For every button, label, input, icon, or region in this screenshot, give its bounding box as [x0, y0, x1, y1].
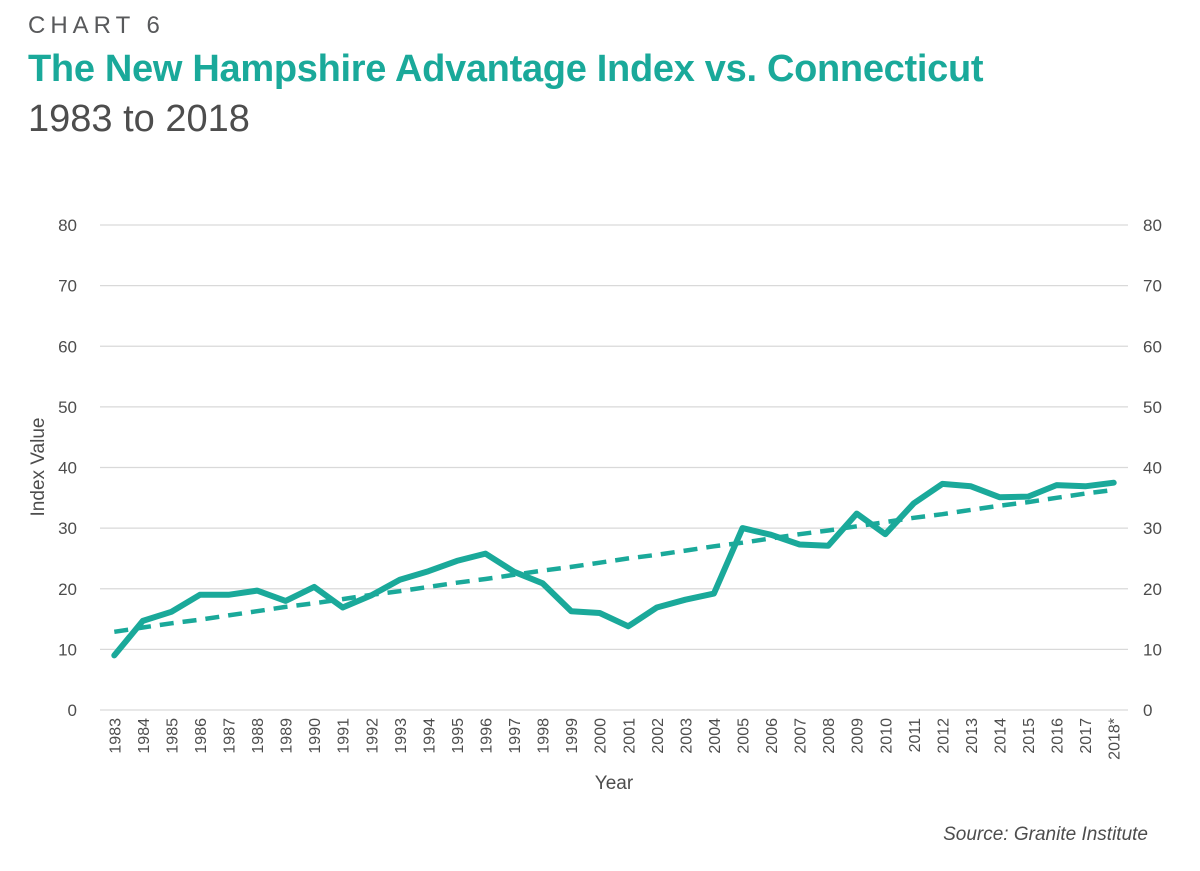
x-tick-label: 1991: [336, 718, 353, 754]
x-tick-label: 2016: [1050, 718, 1067, 754]
y-tick-label-right: 50: [1143, 398, 1162, 417]
x-tick-label: 1986: [193, 718, 210, 754]
x-tick-label: 2013: [964, 718, 981, 754]
x-tick-label: 2010: [878, 718, 895, 754]
y-axis-title: Index Value: [28, 418, 49, 517]
x-tick-label: 1992: [364, 718, 381, 754]
y-tick-label-right: 80: [1143, 216, 1162, 235]
y-tick-label-left: 70: [58, 277, 77, 296]
x-tick-label: 1995: [450, 718, 467, 754]
source-note: Source: Granite Institute: [943, 824, 1148, 845]
x-tick-label: 1990: [307, 718, 324, 754]
y-tick-label-left: 80: [58, 216, 77, 235]
y-tick-label-left: 10: [58, 640, 77, 659]
y-tick-label-right: 0: [1143, 701, 1152, 720]
x-tick-label: 1989: [279, 718, 296, 754]
x-tick-label: 1984: [136, 718, 153, 754]
y-tick-label-right: 40: [1143, 459, 1162, 478]
x-tick-label: 2009: [850, 718, 867, 754]
x-tick-label: 1996: [479, 718, 496, 754]
x-tick-label: 2006: [764, 718, 781, 754]
y-tick-label-left: 60: [58, 337, 77, 356]
y-tick-label-right: 20: [1143, 580, 1162, 599]
x-tick-label: 1994: [421, 718, 438, 754]
x-axis-title: Year: [595, 773, 634, 794]
y-tick-label-right: 70: [1143, 277, 1162, 296]
y-tick-label-left: 40: [58, 459, 77, 478]
x-tick-label: 1997: [507, 718, 524, 754]
x-tick-label: 2003: [678, 718, 695, 754]
x-tick-label: 2001: [621, 718, 638, 754]
x-tick-label: 1993: [393, 718, 410, 754]
x-tick-label: 2014: [993, 718, 1010, 754]
x-tick-label: 1985: [164, 718, 181, 754]
x-tick-label: 2007: [793, 718, 810, 754]
x-tick-label: 2012: [935, 718, 952, 754]
x-tick-label: 2015: [1021, 718, 1038, 754]
x-tick-label: 2008: [821, 718, 838, 754]
y-tick-label-right: 10: [1143, 640, 1162, 659]
x-tick-label: 1998: [536, 718, 553, 754]
trendline-dashed: [113, 487, 1114, 635]
x-tick-label: 2005: [736, 718, 753, 754]
x-tick-label: 2017: [1078, 718, 1095, 754]
x-tick-label: 1988: [250, 718, 267, 754]
y-tick-label-right: 60: [1143, 337, 1162, 356]
chart-number: CHART 6: [28, 12, 165, 39]
x-tick-label: 2011: [907, 718, 924, 753]
y-tick-label-left: 50: [58, 398, 77, 417]
chart-title: The New Hampshire Advantage Index vs. Co…: [28, 48, 984, 90]
index-line: [111, 479, 1117, 659]
y-tick-label-right: 30: [1143, 519, 1162, 538]
x-tick-label: 1983: [107, 718, 124, 754]
x-tick-label: 2000: [593, 718, 610, 754]
y-tick-label-left: 20: [58, 580, 77, 599]
x-tick-label: 2018*: [1107, 718, 1124, 760]
x-tick-label: 1987: [222, 718, 239, 754]
x-tick-label: 2002: [650, 718, 667, 754]
chart-subtitle: 1983 to 2018: [28, 98, 250, 140]
y-tick-label-left: 0: [68, 701, 77, 720]
x-tick-label: 1999: [564, 718, 581, 754]
x-tick-label: 2004: [707, 718, 724, 754]
y-tick-label-left: 30: [58, 519, 77, 538]
